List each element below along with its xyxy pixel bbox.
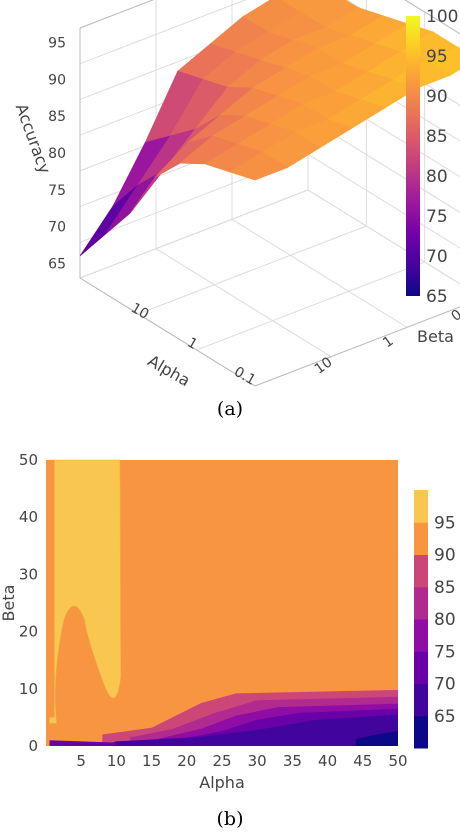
contour-edge-strip [47, 460, 55, 718]
x-tick-label: 35 [283, 752, 302, 770]
colorbar-tick-label: 95 [426, 47, 448, 67]
colorbar-tick-label: 65 [434, 707, 456, 727]
y-tick-label: 0.1 [449, 299, 460, 325]
y-tick-label: 0 [28, 737, 38, 755]
colorbar-swatch [414, 490, 428, 523]
colorbar-tick-label: 85 [434, 578, 456, 598]
y-tick-label: 10 [19, 680, 38, 698]
contour-region-63 [355, 731, 398, 746]
colorbar-tick-label: 85 [426, 127, 448, 147]
x-tick-label: 25 [212, 752, 231, 770]
z-tick-label: 70 [48, 220, 66, 236]
y-tick-label: 50 [19, 451, 38, 469]
colorbar-swatch [414, 554, 428, 588]
colorbar-tick-label: 80 [434, 610, 456, 630]
y-tick-label: 40 [19, 508, 38, 526]
x-axis-label: Alpha [199, 773, 245, 792]
y-tick-label: 1 [380, 333, 396, 351]
floor-gridline [155, 248, 332, 358]
y-axis-label: Beta [417, 327, 454, 346]
x-tick-label: 20 [177, 752, 196, 770]
y-tick-label: 30 [19, 565, 38, 583]
y-axis-label: Beta [0, 585, 18, 622]
colorbar-swatch [414, 715, 428, 749]
floor-gridline [196, 261, 425, 351]
z-tick-label: 75 [48, 183, 66, 199]
colorbar-swatch [414, 522, 428, 555]
colorbar-swatch [414, 586, 428, 620]
colorbar-tick-label: 80 [426, 167, 448, 187]
colorbar-tick-label: 65 [426, 287, 448, 307]
contour-region-67 [102, 714, 398, 746]
colorbar-tick-label: 95 [434, 513, 456, 533]
caption-a: (a) [216, 398, 244, 420]
axis-box-edge [79, 277, 256, 387]
floor-gridline [79, 189, 309, 279]
z-tick-label: 95 [48, 36, 66, 52]
z-tick-label: 85 [48, 109, 66, 125]
contour-chart-panel: 5 10 15 20 25 30 35 40 45 50 0 10 20 30 40 50 Alpha Beta 6… [0, 440, 460, 805]
colorbar [406, 16, 420, 296]
contour-region-95-100 [49, 459, 121, 724]
x-axis-label: Alpha [145, 351, 194, 390]
x-tick-label: 45 [353, 752, 372, 770]
floor-gridline [231, 218, 408, 328]
x-tick-label: 10 [107, 752, 126, 770]
x-tick-label: 15 [142, 752, 161, 770]
x-tick-label: 50 [388, 752, 407, 770]
surface-chart-panel: 65 70 75 80 85 90 95 10 1 0.1 0.1 1 10 Accuracy Alpha B… [0, 0, 460, 405]
axis-box-edge [254, 306, 460, 387]
axis-box-edge [404, 0, 460, 35]
x-tick-label: 10 [128, 300, 151, 323]
colorbar-tick-label: 90 [434, 546, 456, 566]
z-tick-label: 80 [48, 146, 66, 162]
z-tick-label: 90 [48, 72, 66, 88]
floor-gridline [307, 189, 460, 285]
y-tick-label: 20 [19, 623, 38, 641]
colorbar-tick-label: 90 [426, 87, 448, 107]
contour-chart: 5 10 15 20 25 30 35 40 45 50 0 10 20 30 40 50 Alpha Beta 6… [0, 451, 456, 792]
colorbar-swatch [414, 619, 428, 652]
colorbar-tick-label: 75 [426, 207, 448, 227]
colorbar-swatch [414, 651, 428, 684]
colorbar-tick-label: 70 [434, 675, 456, 695]
surface-chart: 657075808590951010.10.1110AccuracyAlphaB… [12, 0, 460, 390]
colorbar-swatch [414, 683, 428, 717]
z-tick-label: 65 [48, 256, 66, 272]
floor-gridline [138, 225, 367, 315]
contour-region-low-strip [49, 740, 117, 746]
wall-gridline [307, 153, 460, 249]
x-tick-label: 40 [318, 752, 337, 770]
colorbar-tick-label: 100 [426, 7, 458, 27]
surface-patch [229, 151, 289, 181]
x-tick-label: 30 [248, 752, 267, 770]
x-tick-label: 5 [76, 752, 86, 770]
axis-box-edge [79, 0, 154, 29]
colorbar-tick-label: 75 [434, 642, 456, 662]
wall-gridline [79, 0, 247, 65]
y-tick-label: 10 [312, 354, 336, 377]
colorbar-tick-label: 70 [426, 247, 448, 267]
caption-b: (b) [216, 808, 244, 830]
